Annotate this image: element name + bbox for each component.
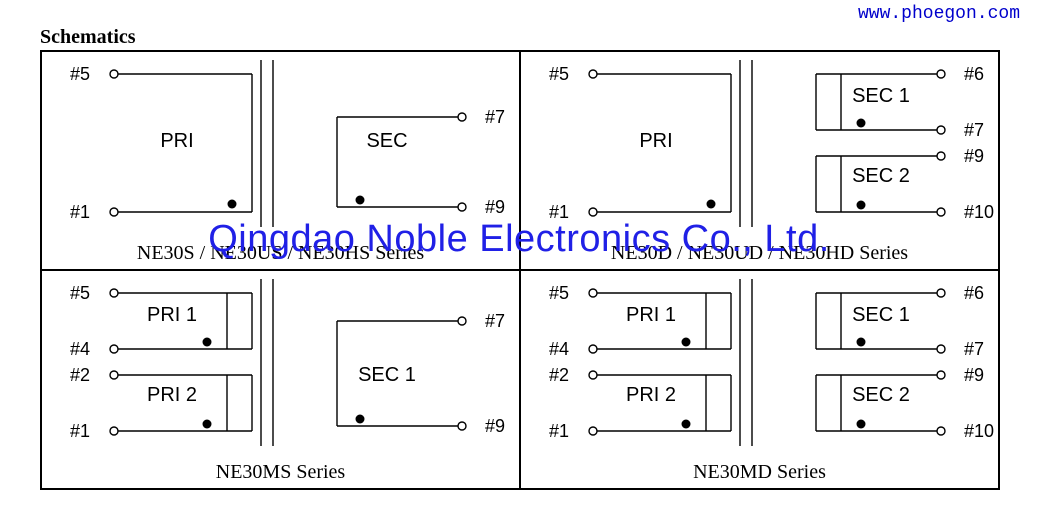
pin-label: #6 [964,64,984,84]
pin-label: #6 [964,283,984,303]
transformer-schematic: #5 #1 PRI #6 #7 SEC 1 #9 #10 SEC 2 [521,52,998,269]
schematic-grid: #5 #1 PRI #7 #9 SEC NE30S / NE30US / NE30HS Se… [40,50,1000,490]
transformer-schematic: #5 #4 PRI 1 #2 #1 PRI 2 #6 #7 SEC 1 #9 #10 SEC 2 [521,271,998,488]
pin-label: #5 [549,64,569,84]
cell-caption: NE30MD Series [521,461,998,484]
pin-label: #7 [485,107,505,127]
winding-label: SEC 1 [358,364,416,386]
transformer-schematic: #5 #4 PRI 1 #2 #1 PRI 2 #7 #9 SEC 1 [42,271,519,488]
pin-label: #2 [70,365,90,385]
transformer-schematic: #5 #1 PRI #7 #9 SEC [42,52,519,269]
winding-label: SEC 1 [852,85,910,107]
pin-label: #1 [549,202,569,222]
cell-caption: NE30S / NE30US / NE30HS Series [42,242,519,265]
pin-label: #4 [70,339,90,359]
pin-label: #5 [549,283,569,303]
winding-label: SEC 2 [852,165,910,187]
cell-caption: NE30MS Series [42,461,519,484]
winding-label: SEC 2 [852,384,910,406]
pin-label: #1 [549,421,569,441]
pin-label: #5 [70,283,90,303]
winding-label: PRI 1 [147,304,197,326]
pin-label: #9 [485,197,505,217]
pin-label: #5 [70,64,90,84]
cell-3: #5 #4 PRI 1 #2 #1 PRI 2 #6 #7 SEC 1 #9 #10 SEC 2 NE3… [520,270,999,489]
winding-label: SEC [366,130,407,152]
pin-label: #10 [964,202,994,222]
pin-label: #9 [485,416,505,436]
pin-label: #1 [70,421,90,441]
winding-label: PRI 2 [626,384,676,406]
cell-1: #5 #1 PRI #6 #7 SEC 1 #9 #10 SEC 2 NE30D / NE30UD… [520,51,999,270]
source-url: www.phoegon.com [858,4,1020,24]
section-title: Schematics [40,26,136,49]
winding-label: SEC 1 [852,304,910,326]
winding-label: PRI [639,130,672,152]
cell-0: #5 #1 PRI #7 #9 SEC NE30S / NE30US / NE30HS Se… [41,51,520,270]
winding-label: PRI [160,130,193,152]
winding-label: PRI 2 [147,384,197,406]
pin-label: #10 [964,421,994,441]
winding-label: PRI 1 [626,304,676,326]
pin-label: #9 [964,365,984,385]
pin-label: #2 [549,365,569,385]
pin-label: #7 [964,339,984,359]
pin-label: #4 [549,339,569,359]
cell-caption: NE30D / NE30UD / NE30HD Series [521,242,998,265]
pin-label: #9 [964,146,984,166]
pin-label: #7 [964,120,984,140]
cell-2: #5 #4 PRI 1 #2 #1 PRI 2 #7 #9 SEC 1 NE30MS Series [41,270,520,489]
pin-label: #1 [70,202,90,222]
pin-label: #7 [485,311,505,331]
